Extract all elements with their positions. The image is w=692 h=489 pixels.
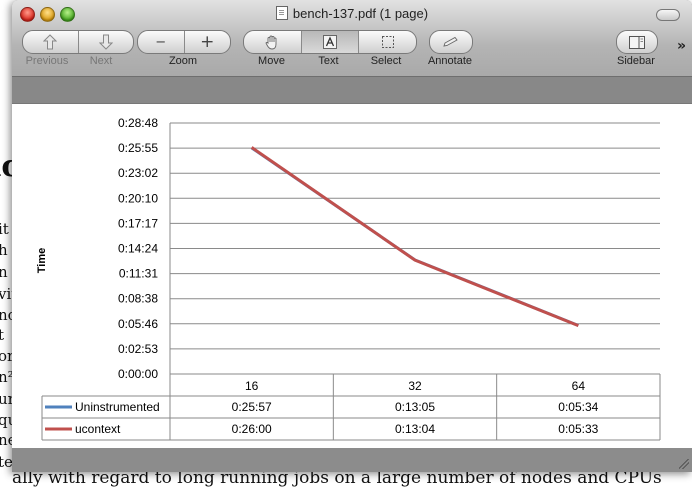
window-title: bench-137.pdf (1 page)	[293, 6, 428, 21]
sidebar-icon	[629, 36, 645, 49]
sidebar-control	[616, 30, 658, 54]
previous-button[interactable]	[23, 31, 78, 53]
text-tool-icon	[323, 35, 337, 49]
y-tick-label: 0:02:53	[118, 342, 158, 356]
pencil-icon	[442, 36, 460, 48]
move-tool-button[interactable]	[244, 31, 301, 53]
arrow-up-icon	[43, 34, 57, 50]
annotate-button[interactable]	[430, 31, 472, 53]
text-tool-button[interactable]	[301, 31, 359, 53]
x-category-label: 64	[572, 379, 586, 393]
tool-mode-control	[243, 30, 417, 54]
annotate-label: Annotate	[416, 55, 484, 67]
select-tool-button[interactable]	[358, 31, 416, 53]
sidebar-label: Sidebar	[608, 55, 664, 67]
preview-window: bench-137.pdf (1 page) Previous Next − +…	[12, 0, 692, 472]
zoom-control: − +	[137, 30, 231, 54]
y-tick-label: 0:20:10	[118, 191, 158, 205]
document-bottom-margin	[12, 448, 692, 472]
y-tick-label: 0:05:46	[118, 317, 158, 331]
toolbar-overflow-icon[interactable]: »	[677, 38, 686, 54]
data-table-cell: 0:13:05	[395, 400, 435, 414]
data-table-cell: 0:05:33	[558, 422, 598, 436]
toolbar-toggle-button[interactable]	[656, 9, 680, 21]
titlebar: bench-137.pdf (1 page) Previous Next − +…	[12, 0, 692, 77]
hand-icon	[264, 34, 280, 50]
background-text-fragment: it	[0, 222, 9, 237]
arrow-down-icon	[99, 34, 113, 50]
legend-series-name: ucontext	[75, 422, 121, 436]
document-top-margin	[12, 77, 692, 103]
legend-series-name: Uninstrumented	[75, 400, 160, 414]
background-text-fragment: te	[0, 455, 13, 470]
resize-grip-icon[interactable]	[679, 459, 689, 469]
previous-label: Previous	[22, 55, 72, 67]
annotate-control	[429, 30, 473, 54]
y-axis-label: Time	[36, 248, 48, 273]
pdf-document-icon	[276, 6, 288, 20]
data-table-cell: 0:13:04	[395, 422, 435, 436]
data-table-cell: 0:05:34	[558, 400, 598, 414]
zoom-in-button[interactable]: +	[184, 31, 231, 53]
data-table-cell: 0:25:57	[232, 400, 272, 414]
text-label: Text	[300, 55, 357, 67]
background-text-fragment: t	[0, 328, 4, 343]
window-title-wrap: bench-137.pdf (1 page)	[12, 6, 692, 21]
zoom-out-button[interactable]: −	[138, 31, 184, 53]
marquee-select-icon	[381, 35, 395, 49]
plus-icon: +	[200, 32, 214, 52]
y-tick-label: 0:00:00	[118, 367, 158, 381]
y-tick-label: 0:23:02	[118, 166, 158, 180]
y-tick-label: 0:25:55	[118, 141, 158, 155]
x-category-label: 16	[245, 379, 259, 393]
y-tick-label: 0:14:24	[118, 242, 158, 256]
y-tick-label: 0:08:38	[118, 292, 158, 306]
sidebar-button[interactable]	[617, 31, 657, 53]
data-table-cell: 0:26:00	[232, 422, 272, 436]
next-button[interactable]	[78, 31, 134, 53]
minus-icon: −	[155, 35, 166, 50]
x-category-label: 32	[408, 379, 422, 393]
y-tick-label: 0:28:48	[118, 116, 158, 130]
pdf-page: 0:00:00 0:02:53 0:05:46 0:08:38 0:11:31 0:14:…	[12, 103, 692, 449]
move-label: Move	[243, 55, 300, 67]
zoom-label: Zoom	[137, 55, 229, 67]
background-bottom-line: ally with regard to long running jobs on…	[12, 471, 662, 486]
y-tick-label: 0:11:31	[119, 267, 158, 281]
previous-next-control	[22, 30, 134, 54]
select-label: Select	[357, 55, 415, 67]
line-chart: 0:00:00 0:02:53 0:05:46 0:08:38 0:11:31 0:14:…	[12, 104, 692, 448]
y-tick-label: 0:17:17	[118, 216, 158, 230]
next-label: Next	[76, 55, 126, 67]
background-text-fragment: h	[0, 243, 8, 258]
